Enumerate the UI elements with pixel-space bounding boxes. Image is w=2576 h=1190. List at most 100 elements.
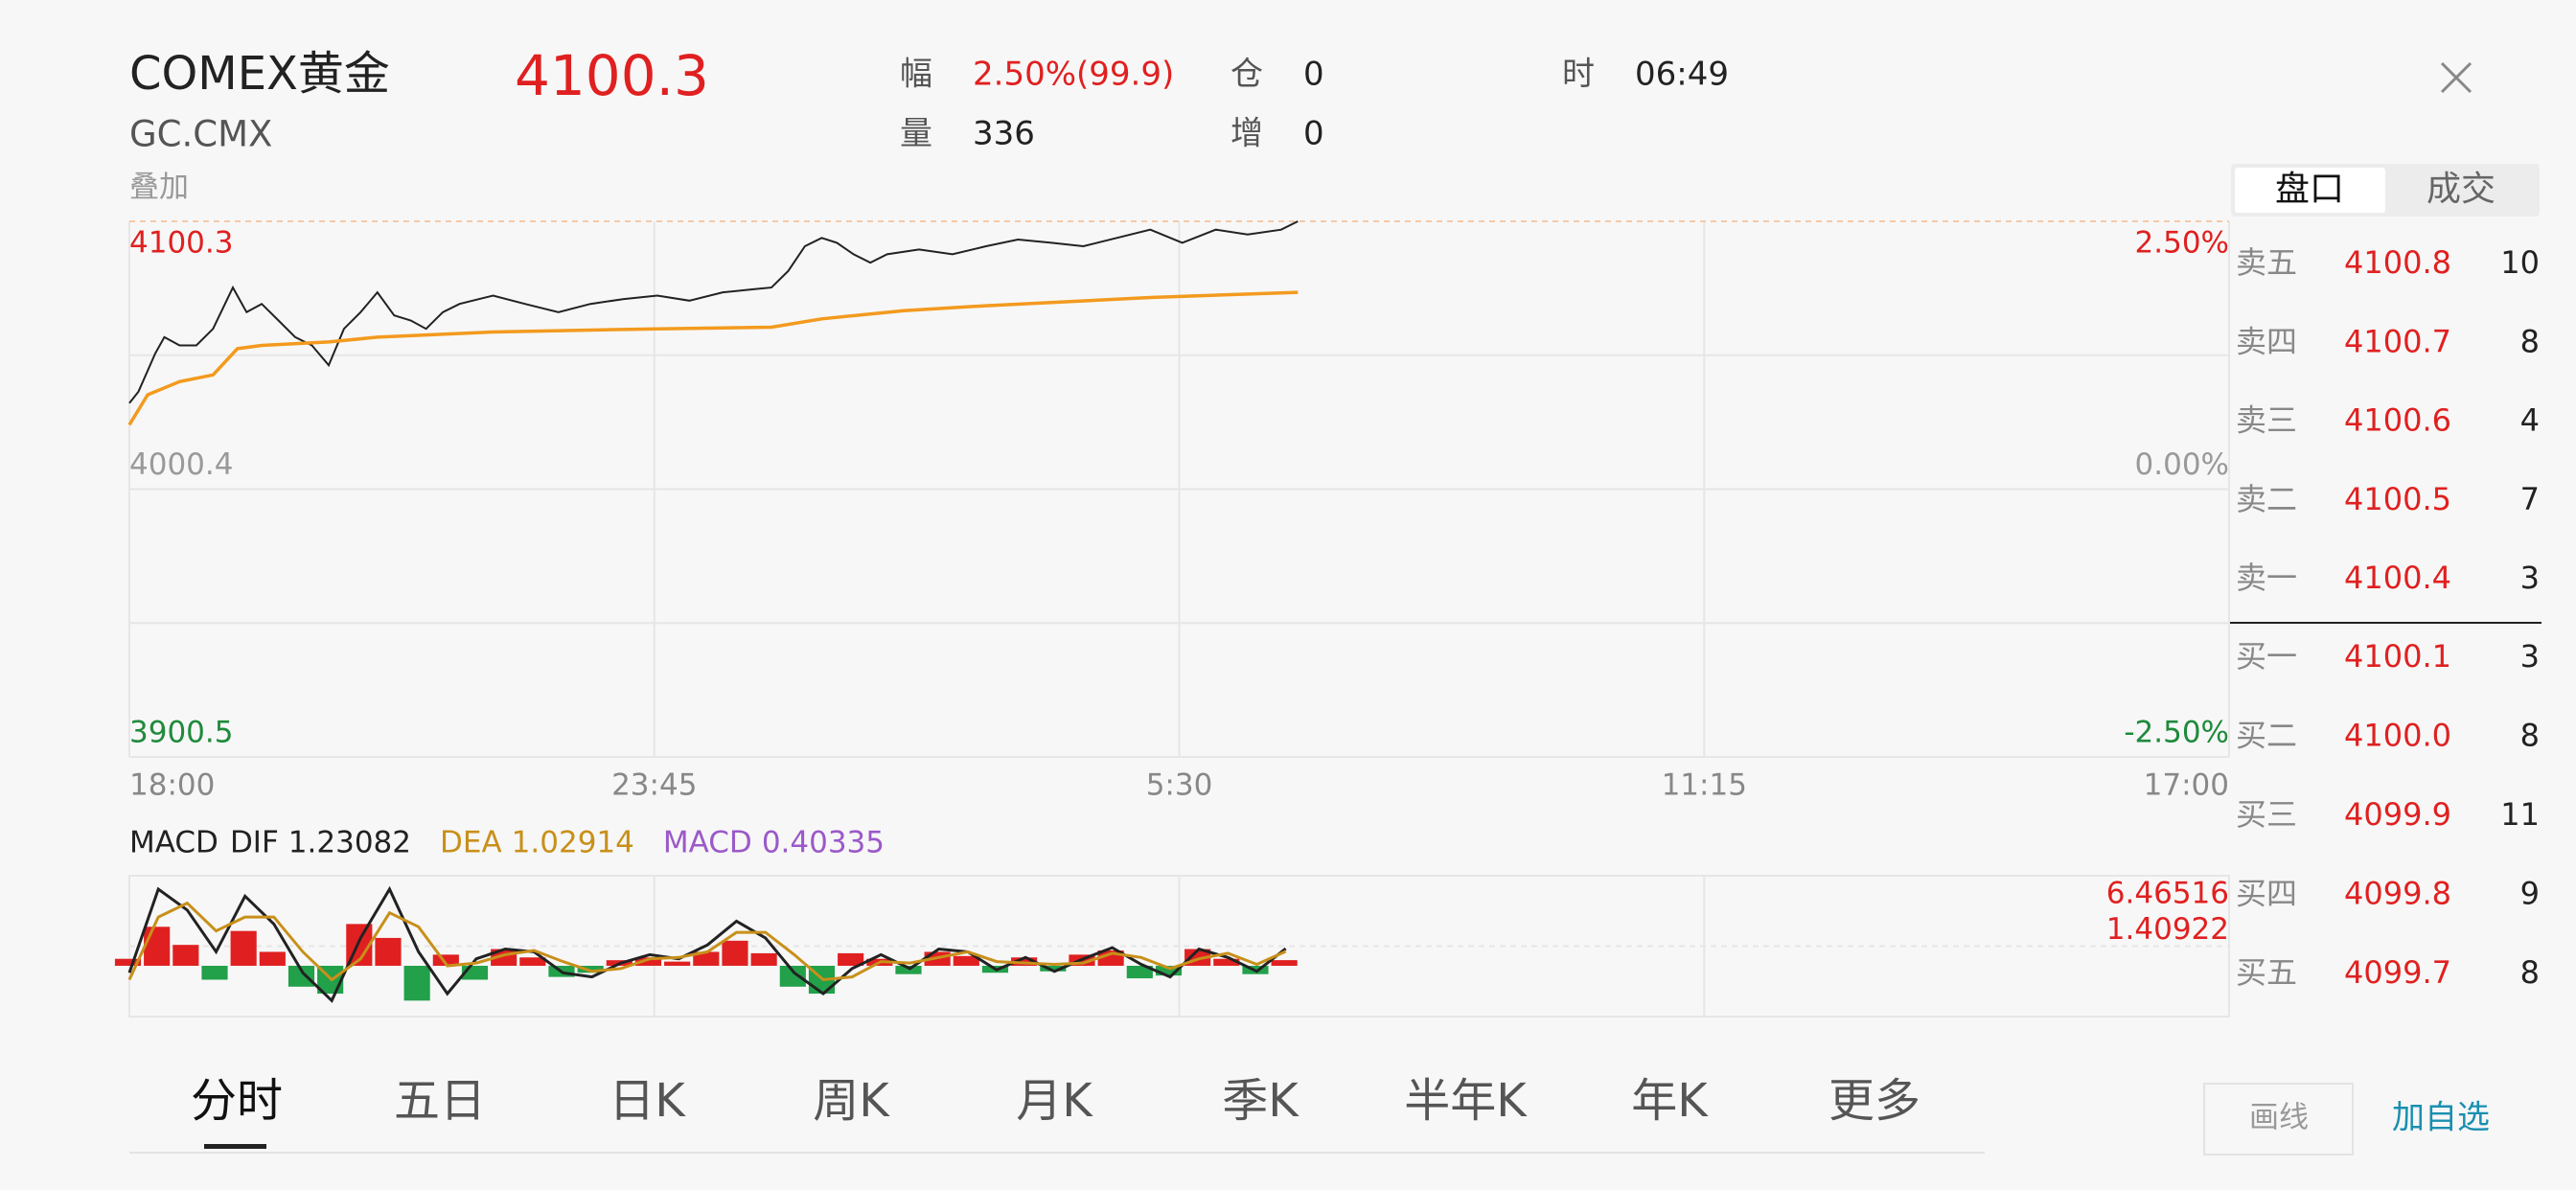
book-tab-active [2235,168,2385,213]
macd-bar [750,952,777,966]
macd-bar [144,927,171,966]
watch-button[interactable]: 加自选 [2392,1099,2490,1137]
macd-bar [288,965,315,987]
macd-bar [838,952,864,966]
y-tick-label: 6.46516 [2106,877,2229,911]
instrument-name: COMEX黄金 [129,47,390,101]
macd-bar [259,951,286,966]
macd-line [127,885,1287,1003]
macd-bar [172,945,199,966]
period-tab[interactable]: 更多 [1828,1074,1920,1128]
y-tick-label: 3900.5 [129,716,233,750]
macd-bar [432,954,459,966]
book-label: 买五 [2236,954,2297,991]
book-label: 卖三 [2236,402,2297,439]
legend-name: DEA [440,826,502,860]
macd-bar [114,958,142,966]
tab-underline [204,1144,266,1149]
book-label: 卖二 [2236,481,2297,517]
legend-name: MACD [663,826,752,860]
legend-value: 0.40335 [762,826,885,860]
y-tick-label: 4100.3 [129,226,233,261]
book-volume: 7 [2520,481,2540,517]
book-price: 4099.9 [2344,796,2451,833]
macd-bar [1126,965,1153,979]
x-tick-label: 5:30 [1146,768,1213,803]
macd-bar [403,965,430,1001]
book-price: 4100.5 [2344,481,2451,517]
macd-bar [519,957,546,966]
book-volume: 8 [2520,954,2540,991]
book-price: 4100.1 [2344,638,2451,675]
macd-bar [722,940,748,966]
book-price: 4099.7 [2344,954,2451,991]
book-label: 买四 [2236,876,2297,912]
price-line [128,220,1299,404]
book-label: 买三 [2236,796,2297,833]
stat-value: 2.50%(99.9) [973,56,1174,94]
macd-bar [375,937,402,966]
book-label: 买一 [2236,638,2297,675]
price-line [127,290,1299,426]
period-tab[interactable]: 五日 [394,1074,486,1128]
stat-value: 0 [1303,56,1324,94]
book-volume: 8 [2520,718,2540,754]
book-price: 4099.8 [2344,876,2451,912]
macd-bar [895,965,922,974]
macd-line [127,901,1287,982]
book-label: 买二 [2236,718,2297,754]
x-tick-label: 11:15 [1662,768,1747,803]
macd-bar [201,965,228,980]
macd-bar [634,957,662,966]
period-tab[interactable]: 季K [1222,1074,1300,1128]
book-price: 4100.6 [2344,402,2451,439]
period-tab[interactable]: 年K [1631,1074,1709,1128]
y2-tick-label: 0.00% [2135,447,2229,482]
book-volume: 11 [2500,796,2540,833]
legend-value: 1.23082 [288,826,411,860]
y-tick-label: 4000.4 [129,447,233,482]
macd-bar [779,965,806,987]
stat-label: 幅 [900,56,932,94]
x-tick-label: 17:00 [2144,768,2229,803]
stat-label: 时 [1562,56,1595,94]
stat-label: 仓 [1230,56,1263,94]
legend-name: DIF [230,826,279,860]
stat-label: 量 [900,115,932,153]
draw-button[interactable]: 画线 [2249,1101,2309,1135]
macd-bar [953,955,979,966]
close-icon [2440,61,2472,94]
legend-title: MACD [129,826,218,860]
x-tick-label: 18:00 [129,768,215,803]
book-tab[interactable]: 盘口 [2275,170,2344,209]
book-tab[interactable]: 成交 [2426,170,2496,209]
period-tab[interactable]: 周K [813,1074,890,1128]
period-tab[interactable]: 日K [609,1074,686,1128]
book-volume: 3 [2520,560,2540,596]
macd-bar [1040,965,1067,972]
book-volume: 10 [2500,244,2540,281]
close-button[interactable] [2440,61,2472,94]
book-volume: 3 [2520,638,2540,675]
macd-bar [1271,960,1298,966]
legend-value: 1.02914 [512,826,634,860]
period-tab[interactable]: 分时 [191,1074,283,1128]
macd-bar [693,951,720,966]
book-volume: 9 [2520,876,2540,912]
stat-label: 增 [1230,115,1263,153]
book-price: 4100.4 [2344,560,2451,596]
period-tab[interactable]: 半年K [1404,1074,1528,1128]
book-price: 4100.7 [2344,323,2451,359]
y2-tick-label: 2.50% [2135,226,2229,261]
book-price: 4100.8 [2344,244,2451,281]
macd-bar [230,930,257,966]
last-price: 4100.3 [515,43,709,108]
x-tick-label: 23:45 [611,768,697,803]
overlay-button[interactable]: 叠加 [129,171,189,205]
y2-tick-label: -2.50% [2124,716,2229,750]
period-tab[interactable]: 月K [1016,1074,1093,1128]
macd-bar [664,961,691,966]
book-label: 卖一 [2236,560,2297,596]
draw-button-box [2203,1083,2354,1156]
